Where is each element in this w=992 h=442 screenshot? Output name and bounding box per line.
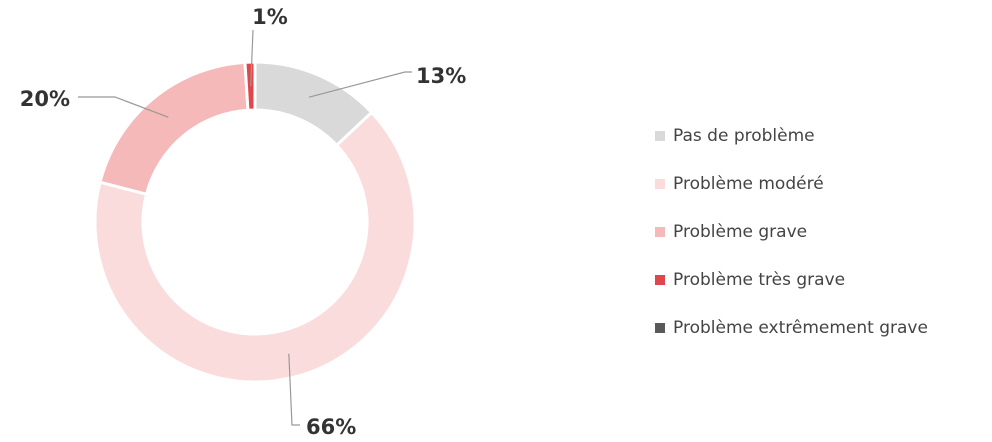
slice [243,60,257,112]
slice [93,110,417,384]
data-label: 13% [416,64,466,88]
legend-swatch [655,227,665,237]
data-label: 1% [252,5,288,29]
leader-line [308,71,412,98]
data-label: 66% [306,415,356,439]
legend-swatch [655,323,665,333]
slice [98,60,250,196]
legend-label: Pas de problème [673,126,815,146]
leader-line [288,353,300,426]
data-label: 20% [20,87,70,111]
legend-label: Problème très grave [673,270,845,290]
legend-swatch [655,275,665,285]
leader-line [78,96,169,118]
legend-swatch [655,131,665,141]
legend-swatch [655,179,665,189]
leader-line [250,29,254,87]
legend-label: Problème modéré [673,174,824,194]
legend-label: Problème grave [673,222,807,242]
legend-label: Problème extrêmement grave [673,318,928,338]
